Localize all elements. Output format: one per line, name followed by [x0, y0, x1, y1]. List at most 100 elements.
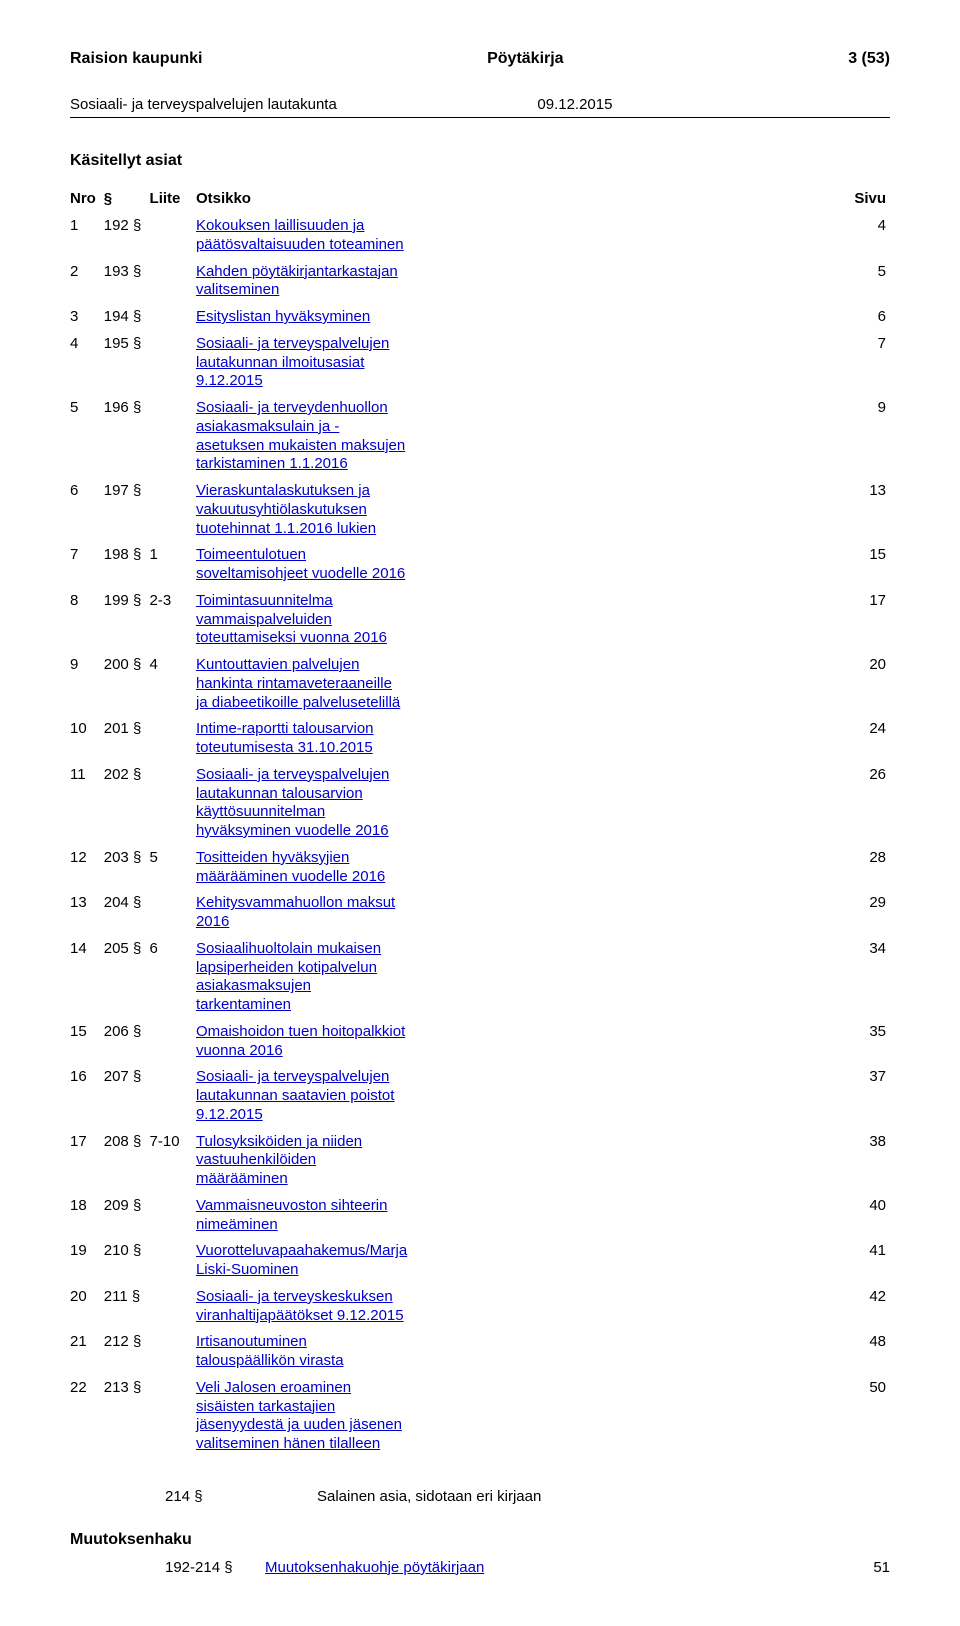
row-liite: 5	[150, 845, 196, 891]
row-section: 198 §	[104, 542, 150, 588]
row-title-cell: Omaishoidon tuen hoitopalkkiot vuonna 20…	[196, 1019, 411, 1065]
toc-link[interactable]: Sosiaali- ja terveyspalvelujen lautakunn…	[196, 1068, 394, 1123]
page-header: Raision kaupunki Pöytäkirja 3 (53)	[70, 50, 890, 68]
row-page: 13	[411, 478, 890, 542]
toc-link[interactable]: Sosiaali- ja terveyspalvelujen lautakunn…	[196, 335, 389, 390]
table-row: 1192 § Kokouksen laillisuuden ja päätösva…	[70, 213, 890, 259]
toc-link[interactable]: Irtisanoutuminen talouspäällikön virasta	[196, 1333, 344, 1369]
row-liite	[150, 478, 196, 542]
row-nro: 20	[70, 1284, 104, 1330]
row-title-cell: Toimintasuunnitelma vammaispalveluiden t…	[196, 588, 411, 652]
toc-link[interactable]: Vieraskuntalaskutuksen ja vakuutusyhtiöl…	[196, 482, 376, 537]
muutoksenhaku-link-cell: Muutoksenhakuohje pöytäkirjaan	[265, 1559, 850, 1576]
toc-link[interactable]: Kokouksen laillisuuden ja päätösvaltaisu…	[196, 217, 404, 253]
row-section: 195 §	[104, 331, 150, 395]
toc-link[interactable]: Toimintasuunnitelma vammaispalveluiden t…	[196, 592, 387, 647]
footer-item-row: 214 § Salainen asia, sidotaan eri kirjaa…	[70, 1488, 890, 1505]
toc-link[interactable]: Intime-raportti talousarvion toteutumise…	[196, 720, 374, 756]
row-section: 194 §	[104, 304, 150, 331]
toc-table: Nro § Liite Otsikko Sivu 1192 § Kokouksen…	[70, 186, 890, 1458]
row-liite: 2-3	[150, 588, 196, 652]
row-title-cell: Sosiaalihuoltolain mukaisen lapsiperheid…	[196, 936, 411, 1019]
table-row: 2193 §Kahden pöytäkirjantarkastajan vali…	[70, 259, 890, 305]
toc-link[interactable]: Tositteiden hyväksyjien määrääminen vuod…	[196, 849, 385, 885]
row-liite	[150, 395, 196, 478]
row-title-cell: Kuntouttavien palvelujen hankinta rintam…	[196, 652, 411, 716]
table-row: 9200 §4Kuntouttavien palvelujen hankinta…	[70, 652, 890, 716]
toc-link[interactable]: Vuorotteluvapaahakemus/Marja Liski-Suomi…	[196, 1242, 407, 1278]
row-page: 5	[411, 259, 890, 305]
row-section: 192 §	[104, 213, 150, 259]
toc-link[interactable]: Omaishoidon tuen hoitopalkkiot vuonna 20…	[196, 1023, 405, 1059]
row-title-cell: Vammaisneuvoston sihteerin nimeäminen	[196, 1193, 411, 1239]
toc-link[interactable]: Sosiaali- ja terveyspalvelujen lautakunn…	[196, 766, 389, 839]
table-row: 3194 §Esityslistan hyväksyminen6	[70, 304, 890, 331]
row-nro: 21	[70, 1329, 104, 1375]
row-nro: 14	[70, 936, 104, 1019]
table-row: 21212 § Irtisanoutuminen talouspäällikön …	[70, 1329, 890, 1375]
row-liite: 7-10	[150, 1129, 196, 1193]
row-page: 38	[411, 1129, 890, 1193]
table-row: 18209 §Vammaisneuvoston sihteerin nimeäm…	[70, 1193, 890, 1239]
muutoksenhaku-row: 192-214 § Muutoksenhakuohje pöytäkirjaan…	[70, 1559, 890, 1576]
toc-link[interactable]: Toimeentulotuen soveltamisohjeet vuodell…	[196, 546, 405, 582]
row-section: 202 §	[104, 762, 150, 845]
row-nro: 1	[70, 213, 104, 259]
row-title-cell: Tulosyksiköiden ja niiden vastuuhenkilöi…	[196, 1129, 411, 1193]
row-liite	[150, 304, 196, 331]
row-page: 17	[411, 588, 890, 652]
row-section: 197 §	[104, 478, 150, 542]
table-row: 11202 §Sosiaali- ja terveyspalvelujen la…	[70, 762, 890, 845]
footer-block: 214 § Salainen asia, sidotaan eri kirjaa…	[70, 1488, 890, 1505]
row-page: 4	[411, 213, 890, 259]
col-liite: Liite	[150, 186, 196, 213]
row-liite	[150, 1284, 196, 1330]
row-title-cell: Irtisanoutuminen talouspäällikön virasta	[196, 1329, 411, 1375]
table-row: 22213 §Veli Jalosen eroaminen sisäisten …	[70, 1375, 890, 1458]
toc-header-row: Nro § Liite Otsikko Sivu	[70, 186, 890, 213]
toc-link[interactable]: Sosiaali- ja terveydenhuollon asiakasmak…	[196, 399, 405, 472]
row-section: 204 §	[104, 890, 150, 936]
row-section: 200 §	[104, 652, 150, 716]
row-page: 35	[411, 1019, 890, 1065]
toc-link[interactable]: Kahden pöytäkirjantarkastajan valitsemin…	[196, 263, 398, 299]
row-section: 207 §	[104, 1064, 150, 1128]
toc-link[interactable]: Esityslistan hyväksyminen	[196, 308, 370, 325]
muutoksenhaku-link[interactable]: Muutoksenhakuohje pöytäkirjaan	[265, 1559, 484, 1576]
row-title-cell: Sosiaali- ja terveyspalvelujen lautakunn…	[196, 331, 411, 395]
row-title-cell: Sosiaali- ja terveyskeskuksen viranhalti…	[196, 1284, 411, 1330]
col-sivu: Sivu	[411, 186, 890, 213]
header-org: Raision kaupunki	[70, 50, 202, 68]
row-page: 40	[411, 1193, 890, 1239]
row-page: 15	[411, 542, 890, 588]
table-row: 7198 §1Toimeentulotuen soveltamisohjeet …	[70, 542, 890, 588]
row-liite: 4	[150, 652, 196, 716]
row-nro: 10	[70, 716, 104, 762]
row-liite	[150, 1329, 196, 1375]
toc-link[interactable]: Kuntouttavien palvelujen hankinta rintam…	[196, 656, 400, 711]
row-nro: 7	[70, 542, 104, 588]
row-liite	[150, 331, 196, 395]
row-section: 205 §	[104, 936, 150, 1019]
row-title-cell: Sosiaali- ja terveyspalvelujen lautakunn…	[196, 1064, 411, 1128]
toc-link[interactable]: Vammaisneuvoston sihteerin nimeäminen	[196, 1197, 387, 1233]
toc-link[interactable]: Tulosyksiköiden ja niiden vastuuhenkilöi…	[196, 1133, 362, 1188]
row-page: 41	[411, 1238, 890, 1284]
toc-link[interactable]: Sosiaalihuoltolain mukaisen lapsiperheid…	[196, 940, 381, 1013]
toc-link[interactable]: Kehitysvammahuollon maksut 2016	[196, 894, 395, 930]
row-liite	[150, 1019, 196, 1065]
toc-link[interactable]: Sosiaali- ja terveyskeskuksen viranhalti…	[196, 1288, 404, 1324]
row-liite	[150, 259, 196, 305]
row-liite	[150, 762, 196, 845]
section-title: Käsitellyt asiat	[70, 152, 890, 170]
table-row: 16207 § Sosiaali- ja terveyspalvelujen la…	[70, 1064, 890, 1128]
row-title-cell: Kokouksen laillisuuden ja päätösvaltaisu…	[196, 213, 411, 259]
row-nro: 16	[70, 1064, 104, 1128]
row-section: 212 §	[104, 1329, 150, 1375]
row-title-cell: Veli Jalosen eroaminen sisäisten tarkast…	[196, 1375, 411, 1458]
row-nro: 15	[70, 1019, 104, 1065]
toc-link[interactable]: Veli Jalosen eroaminen sisäisten tarkast…	[196, 1379, 402, 1452]
row-page: 28	[411, 845, 890, 891]
muutoksenhaku-range: 192-214 §	[165, 1559, 265, 1576]
col-section: §	[104, 186, 150, 213]
